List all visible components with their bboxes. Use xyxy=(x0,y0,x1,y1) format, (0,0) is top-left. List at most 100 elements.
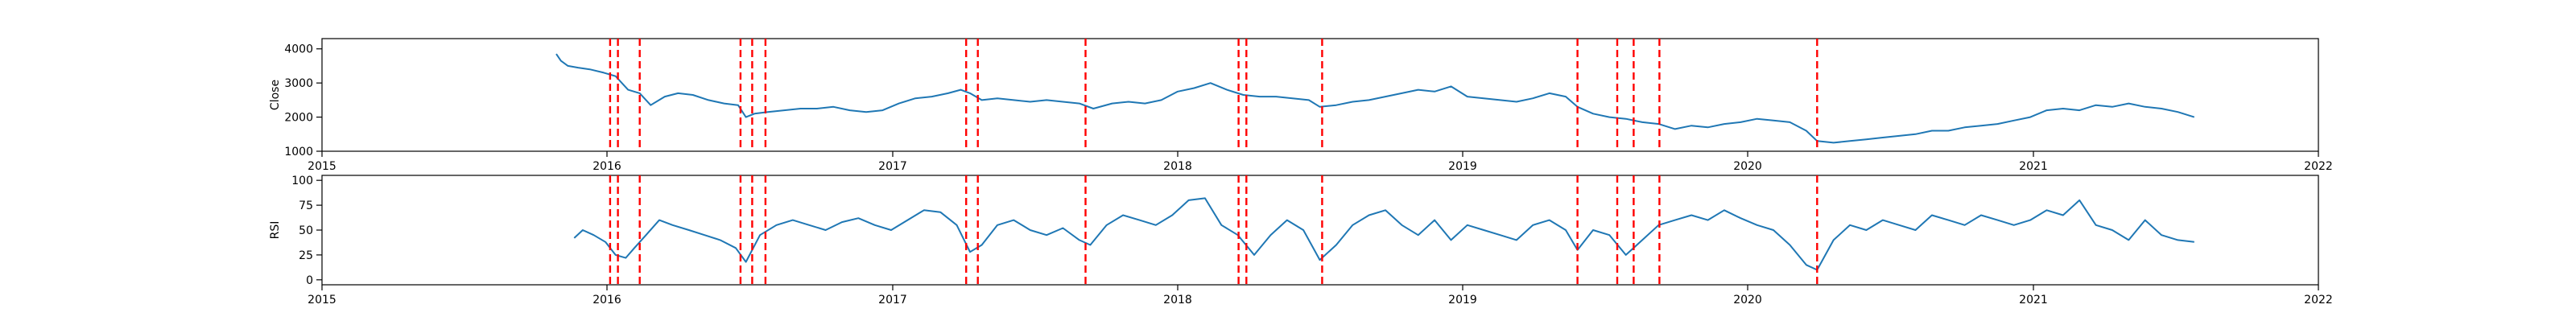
data-point xyxy=(1155,224,1157,226)
data-point xyxy=(1483,97,1484,99)
data-point xyxy=(1533,224,1534,226)
x-tick-label: 2015 xyxy=(308,294,336,306)
data-point xyxy=(735,248,737,249)
data-point xyxy=(1931,130,1933,132)
data-point xyxy=(1690,125,1692,126)
data-point xyxy=(1352,101,1354,103)
y-tick-label: 75 xyxy=(299,200,313,212)
data-point xyxy=(678,93,679,94)
data-point xyxy=(1565,96,1567,97)
data-point xyxy=(574,237,576,239)
data-point xyxy=(1385,210,1386,212)
data-point xyxy=(1013,100,1015,101)
data-point xyxy=(2161,108,2162,109)
data-point xyxy=(724,103,725,105)
data-point xyxy=(2046,109,2048,111)
data-point xyxy=(1030,229,1031,231)
data-point xyxy=(2095,105,2097,106)
data-point xyxy=(759,234,761,236)
data-point xyxy=(1402,93,1403,94)
data-point xyxy=(2145,106,2146,108)
data-point xyxy=(1451,240,1452,241)
data-point xyxy=(627,89,629,91)
data-point xyxy=(1221,224,1223,226)
data-point xyxy=(634,248,635,249)
data-point xyxy=(1707,220,1709,221)
y-tick-label: 1000 xyxy=(284,146,313,158)
y-tick-label: 50 xyxy=(299,224,313,237)
data-point xyxy=(737,105,739,106)
data-point xyxy=(1641,121,1643,123)
data-point xyxy=(1139,220,1141,221)
data-point xyxy=(981,100,983,101)
data-point xyxy=(825,229,827,231)
data-point xyxy=(2145,220,2146,221)
data-point xyxy=(1964,224,1966,226)
data-point xyxy=(605,241,606,243)
data-point xyxy=(1740,217,1742,219)
data-point xyxy=(1516,101,1517,103)
data-point xyxy=(2112,229,2113,231)
data-point xyxy=(1833,240,1835,241)
data-point xyxy=(1806,130,1807,132)
data-point xyxy=(2095,224,2097,226)
data-point xyxy=(1500,234,1501,236)
data-point xyxy=(890,229,892,231)
chart-panel-1: 1000 2000 3000 4000 Close 2015 2016 2017 2018 201… xyxy=(269,38,2333,173)
data-point xyxy=(1898,224,1900,226)
data-point xyxy=(1740,121,1742,123)
data-point xyxy=(2161,234,2162,236)
data-point xyxy=(1092,108,1094,109)
data-point xyxy=(589,68,591,70)
data-point xyxy=(1106,224,1108,226)
data-point xyxy=(2112,106,2113,108)
y-tick-label: 2000 xyxy=(284,112,313,125)
data-point xyxy=(1253,254,1255,256)
y-tick-label: 4000 xyxy=(284,43,313,56)
data-point xyxy=(1467,96,1468,97)
data-point xyxy=(882,109,884,111)
data-point xyxy=(555,53,557,55)
data-point xyxy=(593,234,595,236)
data-point xyxy=(1565,229,1567,231)
data-point xyxy=(960,89,962,91)
data-point xyxy=(1980,125,1982,126)
data-point xyxy=(2062,108,2064,109)
data-point xyxy=(1368,100,1370,101)
x-tick-label: 2016 xyxy=(592,160,621,173)
data-point xyxy=(1013,220,1015,221)
data-point xyxy=(914,97,916,99)
data-point xyxy=(1204,198,1206,200)
data-point xyxy=(1915,134,1917,135)
data-point xyxy=(2013,224,2015,226)
data-point xyxy=(1335,105,1337,106)
data-point xyxy=(858,217,860,219)
data-point xyxy=(560,60,562,62)
data-point xyxy=(1980,215,1982,216)
data-point xyxy=(1964,127,1966,129)
data-point xyxy=(692,94,694,96)
x-tick-label: 2019 xyxy=(1448,160,1477,173)
data-point xyxy=(1335,245,1337,246)
data-point xyxy=(672,224,674,226)
data-point xyxy=(2079,109,2080,111)
data-point xyxy=(1806,265,1807,266)
data-point xyxy=(1516,240,1517,241)
data-point xyxy=(1319,106,1321,108)
data-point xyxy=(931,96,933,97)
data-point xyxy=(1790,245,1791,246)
y-tick-label: 100 xyxy=(291,175,313,187)
data-point xyxy=(2046,210,2048,212)
data-point xyxy=(1368,215,1370,216)
data-point xyxy=(1773,229,1774,231)
data-point xyxy=(615,254,617,256)
series-line-1 xyxy=(573,197,2194,271)
data-point xyxy=(923,210,925,212)
data-point xyxy=(1418,89,1419,91)
data-point xyxy=(650,105,652,106)
data-point xyxy=(1194,88,1195,89)
data-point xyxy=(1090,245,1092,246)
y-axis-label: Close xyxy=(269,80,282,110)
data-point xyxy=(1882,220,1884,221)
